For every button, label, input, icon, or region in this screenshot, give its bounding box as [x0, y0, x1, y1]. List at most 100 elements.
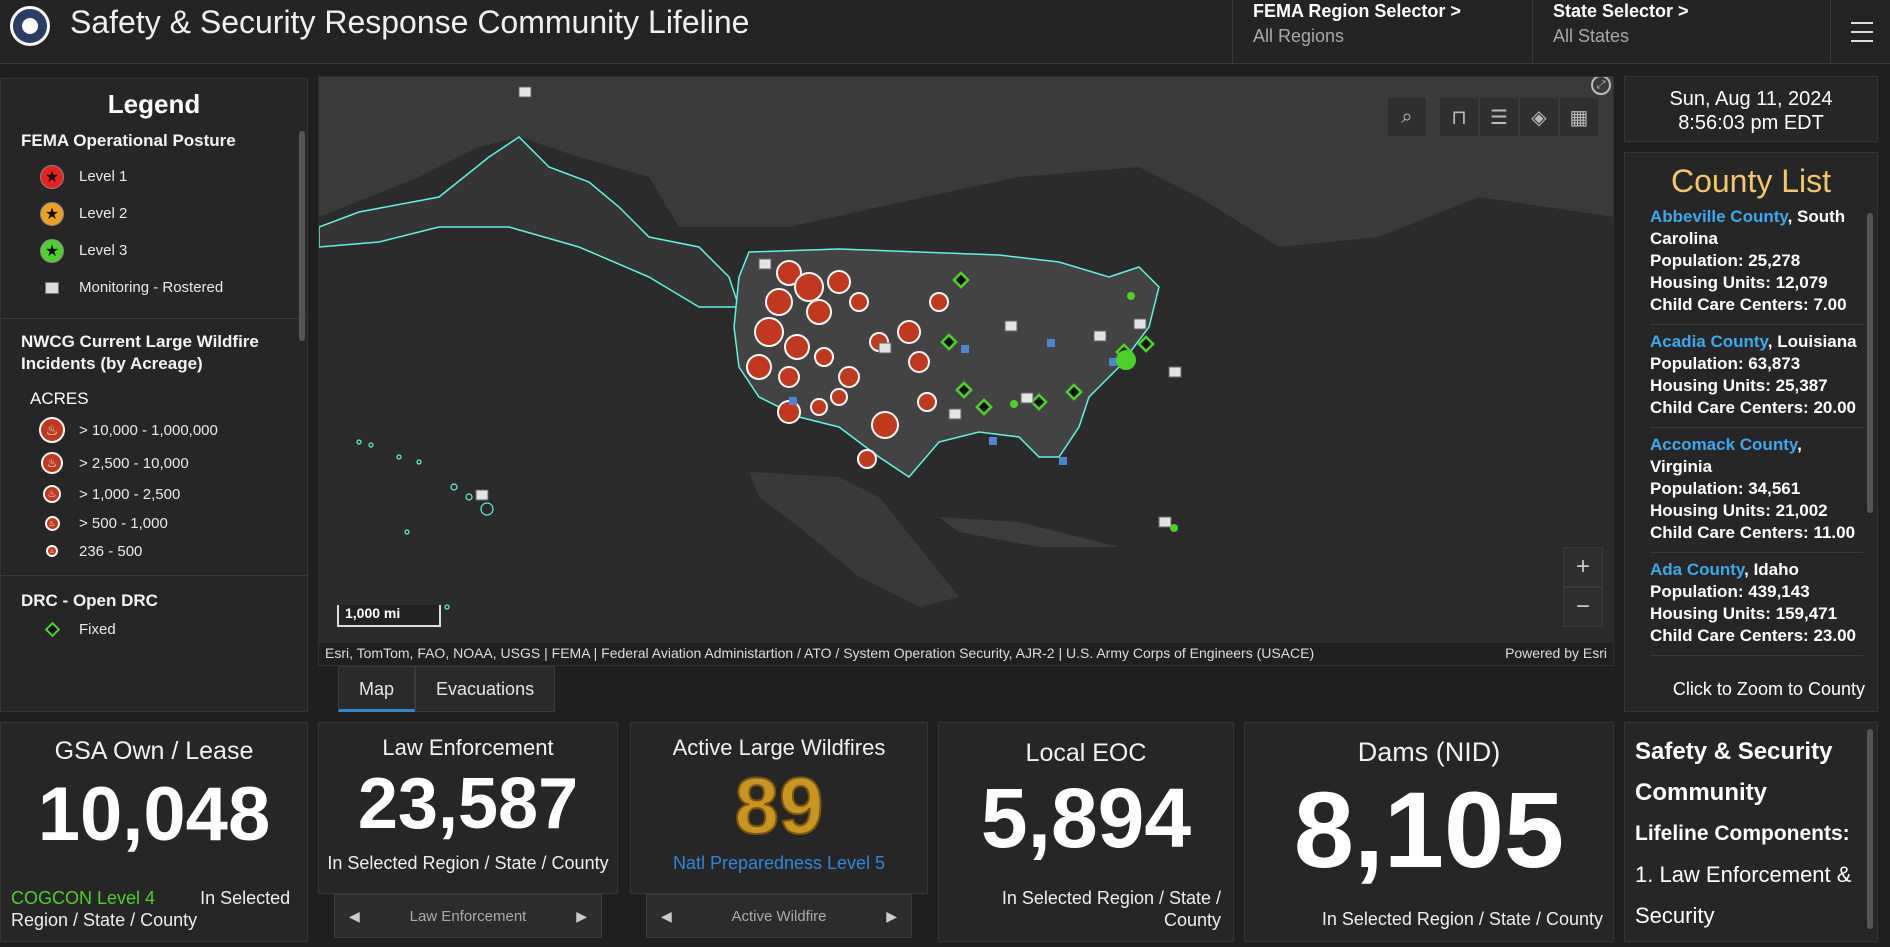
housing-value: 12,079 — [1775, 273, 1828, 292]
wildfire-indicator: Active Large Wildfires 89 Natl Preparedn… — [630, 722, 928, 894]
qr-grid-icon[interactable]: ▦ — [1559, 97, 1599, 137]
info-scrollbar[interactable] — [1867, 729, 1873, 929]
gsa-title: GSA Own / Lease — [54, 737, 254, 765]
date-text: Sun, Aug 11, 2024 — [1669, 88, 1833, 110]
northern-landmass — [319, 77, 1613, 247]
legend-section-wildfire: NWCG Current Large Wildfire Incidents (b… — [1, 319, 307, 576]
search-icon[interactable]: ⌕ — [1387, 97, 1427, 137]
county-list-item[interactable]: Abbeville County, South Carolina Populati… — [1650, 200, 1863, 325]
level3-star-markers[interactable] — [1010, 292, 1178, 532]
powered-by-esri[interactable]: Powered by Esri — [1505, 645, 1607, 661]
local-eoc-indicator: Local EOC 5,894 In Selected Region / Sta… — [938, 722, 1234, 942]
law-nav-label: Law Enforcement — [409, 907, 527, 925]
fullscreen-expand-icon[interactable]: ⤢ — [1591, 77, 1611, 95]
monitoring-markers[interactable] — [475, 86, 1182, 528]
county-list-item[interactable]: Acadia County, Louisiana Population: 63,8… — [1650, 325, 1863, 428]
time-text: 8:56:03 pm EDT — [1678, 112, 1824, 134]
population-value: 25,278 — [1748, 251, 1801, 270]
state-selector-value: All States — [1553, 26, 1630, 46]
childcare-value: 23.00 — [1813, 626, 1856, 645]
legend-item-level1: ★ Level 1 — [21, 158, 287, 195]
tab-evacuations[interactable]: Evacuations — [415, 666, 556, 712]
county-name-link[interactable]: Abbeville County — [1650, 207, 1788, 226]
population-value: 439,143 — [1748, 582, 1810, 601]
hawaii-islands — [356, 439, 494, 610]
housing-value: 25,387 — [1775, 376, 1828, 395]
hamburger-menu-icon[interactable] — [1830, 0, 1890, 64]
lifeline-components-panel: Safety & Security Community Lifeline Com… — [1624, 722, 1878, 942]
info-title-1: Safety & Security — [1635, 738, 1833, 765]
basemap-canvas[interactable] — [319, 77, 1614, 666]
mexico-shape — [749, 472, 959, 607]
law-title: Law Enforcement — [382, 735, 554, 760]
housing-label: Housing Units: — [1650, 501, 1771, 520]
prev-arrow-icon[interactable]: ◀ — [349, 907, 360, 924]
legend-fire-1: ♨ > 10,000 - 1,000,000 — [21, 413, 287, 447]
county-name-link[interactable]: Acadia County — [1650, 332, 1768, 351]
layers-icon[interactable]: ◈ — [1519, 97, 1559, 137]
map-attribution: Esri, TomTom, FAO, NOAA, USGS | FEMA | F… — [319, 643, 1613, 665]
fema-region-selector[interactable]: FEMA Region Selector > All Regions — [1232, 0, 1532, 64]
map-toolbar: ⊓ ☰ ◈ ▦ — [1439, 97, 1599, 137]
wildfire-markers[interactable] — [746, 260, 949, 469]
bookmark-icon[interactable]: ⊓ — [1439, 97, 1479, 137]
county-state: , Louisiana — [1767, 332, 1857, 351]
level2-star-icon: ★ — [40, 201, 64, 226]
wildfire-legend-title: NWCG Current Large Wildfire Incidents (b… — [21, 332, 259, 373]
zoom-out-button[interactable]: − — [1563, 587, 1603, 627]
list-icon[interactable]: ☰ — [1479, 97, 1519, 137]
legend-item-monitoring: Monitoring - Rostered — [21, 269, 287, 306]
eoc-value: 5,894 — [980, 771, 1192, 865]
childcare-label: Child Care Centers: — [1650, 626, 1809, 645]
dams-subtext: In Selected Region / State / County — [1321, 909, 1603, 929]
fema-seal-logo — [10, 6, 50, 46]
alaska-shape — [319, 136, 741, 308]
gsa-subtext: COGCON Level 4 In Selected Region / Stat… — [11, 887, 301, 931]
county-list-title: County List — [1670, 163, 1832, 199]
county-name-link[interactable]: Accomack County — [1650, 435, 1798, 454]
caribbean-shape — [939, 517, 1119, 547]
info-title-2: Community — [1635, 779, 1767, 806]
region-selector-value: All Regions — [1253, 26, 1345, 46]
county-list-item[interactable]: Ada County, Idaho Population: 439,143 Hous… — [1650, 553, 1863, 656]
housing-label: Housing Units: — [1650, 273, 1771, 292]
datetime-panel: Sun, Aug 11, 2024 8:56:03 pm EDT — [1624, 76, 1878, 142]
next-arrow-icon[interactable]: ▶ — [576, 907, 587, 924]
wildfire-title: Active Large Wildfires — [672, 735, 886, 760]
gsa-indicator: GSA Own / Lease 10,048 COGCON Level 4 In… — [0, 722, 308, 942]
fire-icon: ♨ — [46, 545, 58, 557]
map-toolbar-search: ⌕ — [1387, 97, 1427, 137]
blue-facility-markers[interactable] — [789, 339, 1117, 465]
map-view[interactable]: ⤢ ⌕ ⊓ ☰ ◈ ▦ + − 1,000 mi Esri, TomTom, F… — [318, 76, 1614, 666]
childcare-value: 20.00 — [1813, 398, 1856, 417]
state-selector[interactable]: State Selector > All States — [1532, 0, 1830, 64]
legend-fire-2: ♨ > 2,500 - 10,000 — [21, 447, 287, 479]
prev-arrow-icon[interactable]: ◀ — [661, 907, 672, 924]
next-arrow-icon[interactable]: ▶ — [886, 907, 897, 924]
posture-title: FEMA Operational Posture — [21, 131, 236, 150]
preparedness-level: Natl Preparedness Level 5 — [672, 853, 886, 873]
drc-legend-title: DRC - Open DRC — [21, 591, 158, 610]
drc-markers[interactable] — [940, 271, 1155, 416]
population-label: Population: — [1650, 582, 1744, 601]
legend-fire-5: ♨ 236 - 500 — [21, 537, 287, 565]
law-enforcement-indicator: Law Enforcement 23,587 In Selected Regio… — [318, 722, 618, 894]
tab-map[interactable]: Map — [338, 666, 416, 712]
zoom-in-button[interactable]: + — [1563, 547, 1603, 587]
population-label: Population: — [1650, 354, 1744, 373]
legend-section-drc: DRC - Open DRC Fixed — [1, 576, 307, 646]
county-list-item[interactable]: Accomack County, Virginia Population: 34,… — [1650, 428, 1863, 553]
map-scale-bar: 1,000 mi — [337, 605, 441, 627]
fire-icon: ♨ — [44, 515, 60, 531]
eoc-title: Local EOC — [1025, 739, 1147, 767]
county-list-scrollbar[interactable] — [1867, 213, 1873, 513]
population-label: Population: — [1650, 479, 1744, 498]
drc-diamond-icon — [44, 621, 60, 637]
legend-section-posture: FEMA Operational Posture ★ Level 1 ★ Level… — [1, 120, 307, 319]
contiguous-us-shape — [733, 248, 1160, 478]
county-name-link[interactable]: Ada County — [1650, 560, 1745, 579]
legend-scrollbar[interactable] — [299, 131, 305, 341]
childcare-label: Child Care Centers: — [1650, 398, 1809, 417]
component-1: 1. Law Enforcement & — [1635, 862, 1852, 887]
law-enforcement-nav: ◀ Law Enforcement ▶ — [334, 894, 602, 938]
